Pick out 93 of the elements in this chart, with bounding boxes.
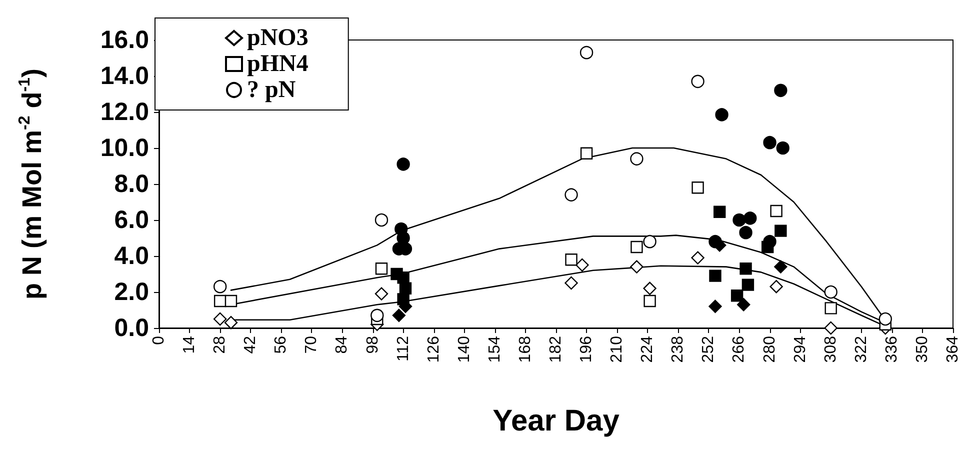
point xyxy=(714,206,726,218)
point xyxy=(580,46,594,60)
y-tick-label: 8.0 xyxy=(114,170,149,198)
point xyxy=(715,108,728,122)
point xyxy=(776,141,790,155)
x-tick-label: 42 xyxy=(242,336,260,354)
point xyxy=(770,280,783,294)
point xyxy=(397,293,410,306)
point xyxy=(644,294,656,308)
point xyxy=(565,254,578,266)
x-tick-label: 84 xyxy=(334,336,351,354)
x-tick-label: 294 xyxy=(792,336,809,363)
x-tick-label: 140 xyxy=(456,336,473,363)
point xyxy=(730,290,744,302)
y-tick-label: 12.0 xyxy=(100,98,149,126)
point xyxy=(824,285,838,299)
x-tick-label: 308 xyxy=(822,336,840,363)
point xyxy=(740,262,752,275)
x-tick-label: 238 xyxy=(670,336,687,363)
point xyxy=(691,251,704,264)
x-tick-label: 210 xyxy=(608,336,626,363)
x-tick-label: 350 xyxy=(914,336,931,363)
point xyxy=(370,308,384,322)
point xyxy=(564,276,578,290)
point xyxy=(736,298,750,312)
point xyxy=(224,294,238,308)
x-tick-label: 266 xyxy=(730,336,748,363)
point xyxy=(224,316,238,330)
point xyxy=(396,231,410,245)
point xyxy=(643,282,656,295)
point xyxy=(630,240,643,254)
y-tick-label: 4.0 xyxy=(114,242,149,270)
x-tick-label: 112 xyxy=(394,336,412,362)
point xyxy=(397,272,410,284)
x-tick-label: 182 xyxy=(548,336,564,363)
legend-label: pNO3 xyxy=(247,25,308,51)
x-tick-label: 364 xyxy=(944,336,962,363)
point xyxy=(576,258,589,272)
x-tick-label: 224 xyxy=(639,336,656,363)
point xyxy=(878,312,892,326)
point xyxy=(691,74,704,88)
x-tick-label: 252 xyxy=(700,336,718,363)
point xyxy=(374,287,388,300)
point xyxy=(708,235,722,248)
point xyxy=(630,260,644,274)
point xyxy=(774,84,788,97)
x-tick-label: 98 xyxy=(364,336,382,354)
x-tick-label: 28 xyxy=(212,336,229,354)
point xyxy=(392,308,406,322)
x-axis-title: Year Day xyxy=(492,404,620,438)
point xyxy=(770,204,782,218)
y-tick-label: 0.0 xyxy=(114,314,149,342)
x-tick-label: 0 xyxy=(150,336,168,345)
legend-label: ? pN xyxy=(247,77,296,103)
x-tick-label: 126 xyxy=(425,336,442,363)
x-tick-label: 280 xyxy=(761,336,778,363)
y-axis-title: p N (m Mol m-2 d-1) xyxy=(16,68,47,300)
x-tick-label: 70 xyxy=(303,336,320,354)
x-tick-label: 322 xyxy=(852,336,870,363)
y-tick-label: 10.0 xyxy=(100,134,149,162)
point xyxy=(564,188,578,202)
y-tick-label: 2.0 xyxy=(114,278,149,306)
y-tick-label: 14.0 xyxy=(100,62,149,90)
point xyxy=(213,280,227,294)
y-tick-label: 16.0 xyxy=(100,26,149,54)
point xyxy=(708,300,722,313)
y-tick-label: 6.0 xyxy=(114,206,149,234)
point xyxy=(580,147,593,160)
point xyxy=(824,321,838,335)
x-tick-label: 168 xyxy=(516,336,534,363)
point xyxy=(630,152,644,166)
point xyxy=(763,235,776,248)
point xyxy=(774,224,787,237)
point xyxy=(692,182,704,194)
point xyxy=(374,213,388,227)
x-tick-label: 154 xyxy=(486,336,504,363)
point xyxy=(763,136,776,150)
point xyxy=(742,278,754,291)
point xyxy=(732,213,746,227)
point xyxy=(824,302,837,314)
point xyxy=(643,235,656,248)
point xyxy=(739,226,752,240)
legend-label: pHN4 xyxy=(247,51,308,77)
point xyxy=(774,260,788,274)
x-tick-label: 14 xyxy=(181,336,198,354)
x-tick-label: 196 xyxy=(578,336,596,363)
x-tick-label: 336 xyxy=(883,336,900,363)
point xyxy=(709,270,722,282)
point xyxy=(744,212,757,225)
point xyxy=(396,158,410,171)
point xyxy=(213,312,227,326)
point xyxy=(375,262,388,275)
x-tick-label: 56 xyxy=(272,336,290,354)
